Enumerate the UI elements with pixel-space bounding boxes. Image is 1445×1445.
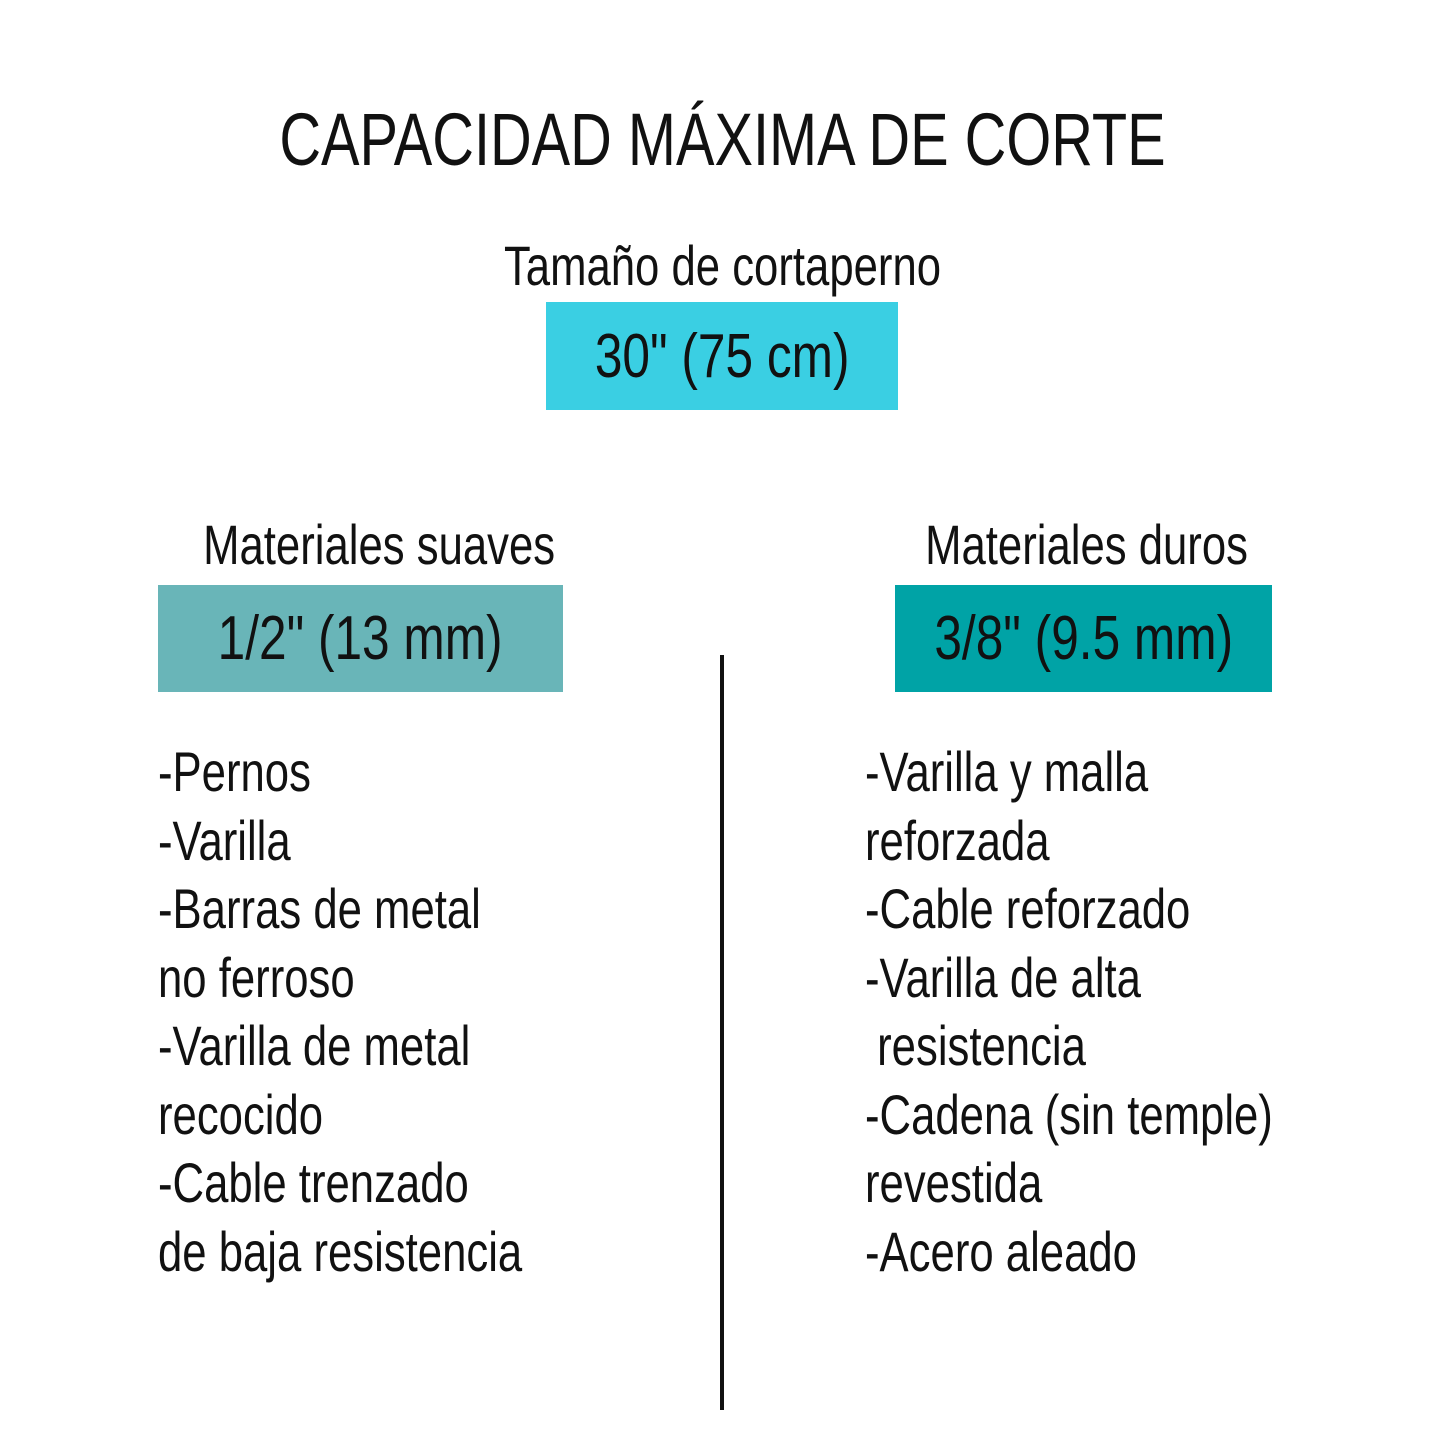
list-item: reforzada bbox=[865, 808, 1050, 872]
list-item: de baja resistencia bbox=[158, 1219, 523, 1283]
list-item: resistencia bbox=[865, 1014, 1086, 1077]
hard-value-box: 3/8" (9.5 mm) bbox=[895, 585, 1272, 692]
size-label-text: Tamaño de cortaperno bbox=[503, 234, 942, 297]
list-item: -Cable trenzado bbox=[158, 1151, 469, 1214]
list-item: -Acero aleado bbox=[865, 1219, 1137, 1283]
soft-value-box: 1/2" (13 mm) bbox=[158, 585, 563, 692]
list-item: -Pernos bbox=[158, 740, 311, 803]
page-title: CAPACIDAD MÁXIMA DE CORTE bbox=[0, 100, 1445, 180]
hard-materials-list: -Varilla y malla reforzada -Cable reforz… bbox=[865, 738, 1388, 1286]
soft-heading-text: Materiales suaves bbox=[203, 513, 556, 576]
size-value-box: 30" (75 cm) bbox=[546, 302, 898, 410]
list-item: no ferroso bbox=[158, 945, 355, 1009]
list-item: -Varilla de alta bbox=[865, 945, 1141, 1009]
soft-materials-list: -Pernos -Varilla -Barras de metal no fer… bbox=[158, 738, 625, 1286]
size-value: 30" (75 cm) bbox=[594, 321, 850, 391]
hard-heading-text: Materiales duros bbox=[925, 513, 1248, 576]
list-item: -Cadena (sin temple) bbox=[865, 1082, 1273, 1146]
list-item: revestida bbox=[865, 1151, 1043, 1214]
hard-value: 3/8" (9.5 mm) bbox=[934, 604, 1233, 673]
list-item: -Barras de metal bbox=[158, 877, 481, 940]
soft-value: 1/2" (13 mm) bbox=[218, 604, 503, 673]
list-item: -Varilla de metal bbox=[158, 1014, 471, 1077]
title-text: CAPACIDAD MÁXIMA DE CORTE bbox=[279, 98, 1166, 181]
hard-materials-heading: Materiales duros bbox=[880, 513, 1290, 577]
list-item: -Varilla bbox=[158, 808, 291, 872]
list-item: recocido bbox=[158, 1082, 324, 1146]
list-item: -Varilla y malla bbox=[865, 740, 1149, 803]
size-label: Tamaño de cortaperno bbox=[0, 234, 1445, 298]
list-item: -Cable reforzado bbox=[865, 877, 1191, 940]
soft-materials-heading: Materiales suaves bbox=[158, 513, 568, 577]
column-divider bbox=[720, 655, 724, 1410]
